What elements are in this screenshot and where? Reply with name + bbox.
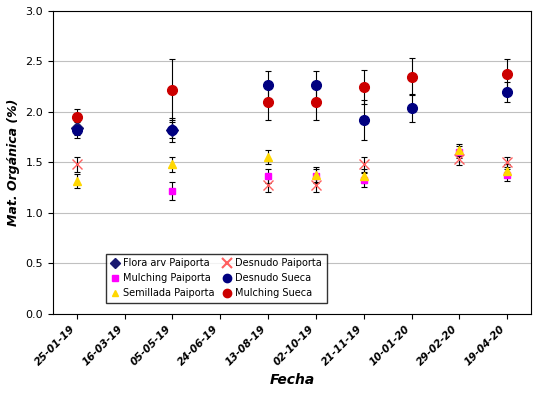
Legend: Flora arv Paiporta, Mulching Paiporta, Semillada Paiporta, Desnudo Paiporta, Des: Flora arv Paiporta, Mulching Paiporta, S… bbox=[105, 254, 327, 303]
Y-axis label: Mat. Orgánica (%): Mat. Orgánica (%) bbox=[7, 99, 20, 226]
X-axis label: Fecha: Fecha bbox=[270, 373, 315, 387]
